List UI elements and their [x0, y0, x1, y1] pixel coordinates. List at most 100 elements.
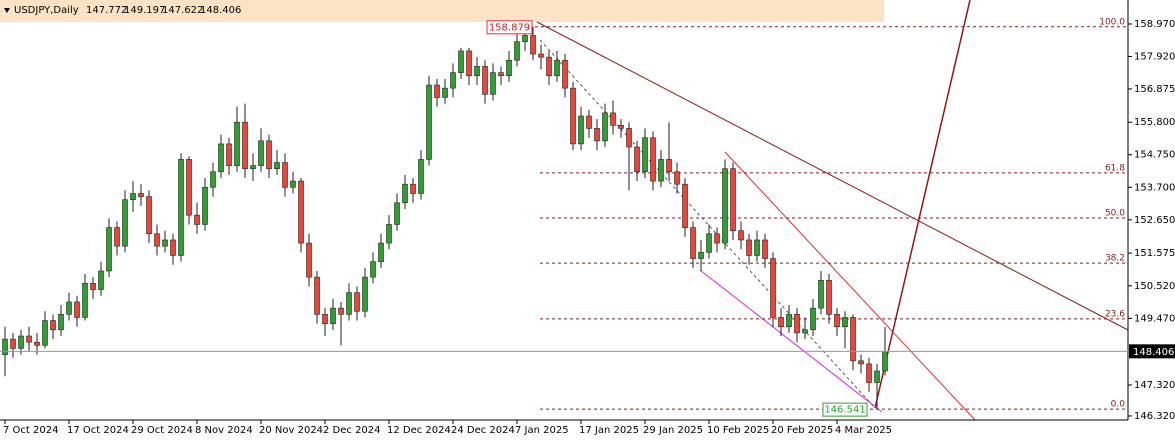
candle-body — [514, 41, 520, 61]
x-tick-label: 10 Feb 2025 — [707, 425, 769, 436]
channel-line[interactable] — [699, 269, 883, 413]
candle-body — [770, 258, 776, 318]
x-tick-label: 12 Dec 2024 — [387, 425, 451, 436]
candle-body — [410, 183, 416, 194]
candle-body — [506, 59, 512, 77]
candle-body — [714, 233, 720, 244]
high-price-label: 158.879 — [489, 22, 530, 33]
candle-body — [546, 56, 552, 77]
candle-body — [810, 307, 816, 331]
candle-body — [570, 87, 576, 145]
header-open: 147.772 — [86, 5, 127, 16]
candle-body — [642, 137, 648, 173]
fib-level-label: 38.2 — [1105, 254, 1125, 264]
candle-body — [730, 168, 736, 231]
fib-level-label: 23.6 — [1105, 309, 1125, 319]
candle-body — [682, 183, 688, 228]
candle-body — [802, 329, 808, 334]
candle-body — [418, 159, 424, 194]
candle-body — [610, 112, 616, 126]
header-high: 149.197 — [124, 5, 165, 16]
candle-body — [530, 35, 536, 55]
candle-body — [650, 137, 656, 182]
menu-icon[interactable] — [4, 8, 10, 13]
candle-body — [106, 227, 112, 272]
header-low: 147.622 — [162, 5, 203, 16]
candle-body — [458, 50, 464, 73]
trend-line[interactable] — [536, 21, 1129, 331]
candle-body — [626, 128, 632, 148]
y-tick-label: 158.970 — [1134, 19, 1175, 30]
candle-body — [482, 66, 488, 95]
candle-body — [234, 121, 240, 166]
candle-body — [138, 193, 144, 197]
candle-body — [674, 171, 680, 185]
candle-body — [602, 112, 608, 142]
candle-body — [594, 128, 600, 142]
candle-body — [218, 143, 224, 173]
candle-body — [474, 66, 480, 77]
candle-body — [210, 171, 216, 188]
candle-body — [362, 276, 368, 312]
low-price-box — [822, 402, 868, 417]
candle-body — [274, 162, 280, 169]
candle-body — [426, 84, 432, 160]
candle-body — [290, 180, 296, 188]
candle-body — [874, 370, 880, 383]
candle-body — [834, 314, 840, 328]
x-tick-label: 4 Mar 2025 — [835, 425, 892, 436]
y-tick-label: 157.920 — [1134, 52, 1175, 63]
trend-line[interactable] — [874, 0, 971, 409]
candle-body — [522, 35, 528, 42]
candle-body — [490, 72, 496, 95]
trend-line[interactable] — [724, 151, 976, 421]
candle-body — [82, 283, 88, 318]
fib-diagonal[interactable] — [539, 39, 876, 409]
candle-body — [738, 230, 744, 241]
candle-body — [370, 261, 376, 278]
candle-body — [666, 159, 672, 173]
candle-body — [146, 196, 152, 235]
candle-body — [18, 335, 24, 349]
y-tick-label: 147.320 — [1134, 380, 1175, 391]
candle-body — [298, 180, 304, 244]
candle-body — [186, 159, 192, 216]
candle-body — [466, 50, 472, 77]
candle-body — [386, 224, 392, 244]
candle-body — [586, 115, 592, 129]
candle-body — [170, 239, 176, 256]
candle-body — [826, 279, 832, 315]
fib-level-label: 50.0 — [1105, 208, 1125, 218]
fib-level-label: 61.8 — [1105, 163, 1125, 173]
x-tick-label: 29 Oct 2024 — [131, 425, 193, 436]
candle-body — [98, 270, 104, 290]
candle-body — [122, 199, 128, 247]
candle-body — [226, 143, 232, 166]
candle-body — [322, 314, 328, 324]
candle-body — [130, 193, 136, 200]
x-tick-label: 2 Dec 2024 — [323, 425, 381, 436]
candle-body — [346, 292, 352, 315]
candle-body — [778, 317, 784, 328]
header-band — [0, 0, 884, 22]
x-tick-label: 24 Dec 2024 — [451, 425, 515, 436]
candle-body — [66, 301, 72, 315]
x-tick-label: 29 Jan 2025 — [643, 425, 703, 436]
x-tick-label: 20 Feb 2025 — [771, 425, 833, 436]
candle-body — [258, 140, 264, 166]
candle-body — [42, 320, 48, 346]
candle-body — [858, 360, 864, 365]
current-price-label: 148.406 — [1133, 347, 1174, 358]
candle-body — [794, 314, 800, 334]
candle-body — [394, 202, 400, 225]
x-tick-label: 7 Jan 2025 — [515, 425, 569, 436]
y-tick-label: 146.320 — [1134, 411, 1175, 422]
candle-body — [266, 140, 272, 169]
candle-body — [562, 59, 568, 89]
candle-body — [850, 317, 856, 362]
candle-body — [250, 165, 256, 169]
candle-body — [306, 242, 312, 278]
x-tick-label: 8 Nov 2024 — [195, 425, 253, 436]
candle-body — [882, 351, 888, 372]
